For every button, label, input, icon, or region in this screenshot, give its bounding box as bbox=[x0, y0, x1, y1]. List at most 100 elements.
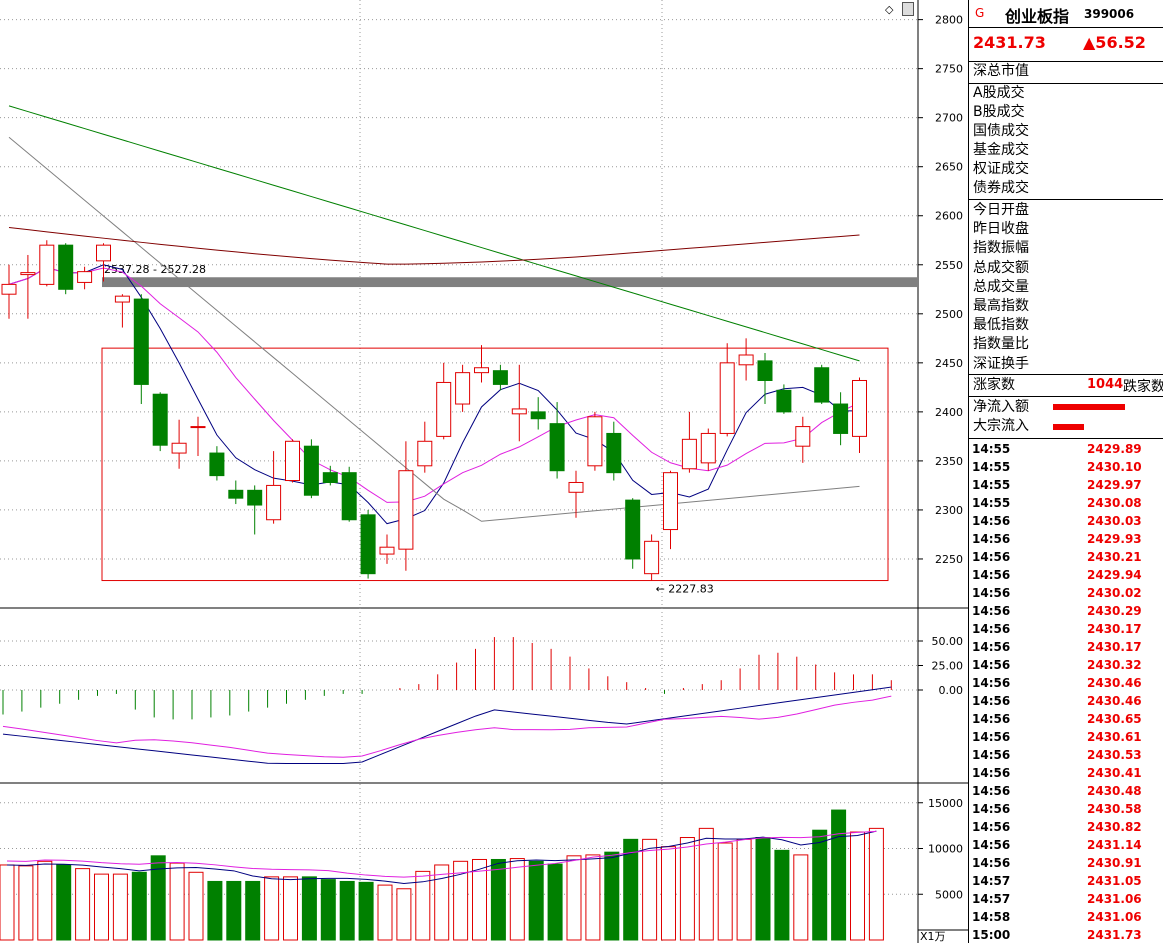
tick-price: 2430.65 bbox=[1087, 712, 1142, 726]
candle-body bbox=[398, 470, 414, 550]
tick-price: 2430.41 bbox=[1087, 766, 1142, 780]
candle-body bbox=[360, 514, 376, 575]
tick-row: 14:56 2430.21 bbox=[969, 548, 1163, 566]
tick-price: 2430.46 bbox=[1087, 676, 1142, 690]
candle-body bbox=[606, 432, 622, 474]
volume-bar bbox=[264, 876, 280, 941]
ma5-line bbox=[8, 264, 860, 525]
candle-body bbox=[322, 472, 338, 483]
tick-row: 14:56 2430.61 bbox=[969, 728, 1163, 746]
candle-body bbox=[247, 489, 263, 506]
tick-row: 14:56 2429.94 bbox=[969, 566, 1163, 584]
fall-count-label: 跌家数 bbox=[1123, 379, 1163, 395]
candle-body bbox=[171, 442, 187, 454]
tick-time: 14:56 bbox=[972, 568, 1011, 582]
volume-bar bbox=[0, 864, 15, 941]
stat-label-5: 最高指数 bbox=[973, 298, 1029, 314]
tick-row: 14:55 2429.89 bbox=[969, 440, 1163, 458]
volume-bar bbox=[831, 809, 847, 941]
tick-row: 14:56 2430.32 bbox=[969, 656, 1163, 674]
rise-count-value: 1044 bbox=[1087, 377, 1124, 392]
tick-row: 14:56 2430.17 bbox=[969, 620, 1163, 638]
stat-label-1: 昨日收盘 bbox=[973, 221, 1029, 238]
tick-row: 14:56 2430.48 bbox=[969, 782, 1163, 800]
turnover-label-1: B股成交 bbox=[973, 104, 1025, 120]
volume-bar bbox=[320, 879, 336, 941]
kline-chart[interactable]: 2250 2300 2350 2400 2450 2500 2550 2600 2650 2700… bbox=[0, 0, 968, 943]
candle-body bbox=[133, 298, 149, 385]
tick-price: 2430.02 bbox=[1087, 586, 1142, 600]
tick-time: 14:56 bbox=[972, 514, 1011, 528]
volume-bar bbox=[339, 880, 355, 941]
tick-row: 14:57 2431.06 bbox=[969, 890, 1163, 908]
volume-unit-label: X1万 bbox=[920, 930, 946, 943]
macd-tick-label: 0.00 bbox=[939, 684, 964, 697]
volume-bar bbox=[169, 862, 185, 941]
candle-body bbox=[852, 379, 867, 437]
price-tick-label: 2700 bbox=[935, 112, 963, 125]
candle-body bbox=[341, 472, 357, 521]
tick-price: 2430.03 bbox=[1087, 514, 1142, 528]
tick-time: 14:56 bbox=[972, 532, 1011, 546]
volume-bar bbox=[509, 858, 525, 941]
volume-bar bbox=[131, 871, 147, 941]
tick-time: 14:56 bbox=[972, 784, 1011, 798]
candle-body bbox=[266, 484, 282, 521]
price-tick-label: 2550 bbox=[935, 259, 963, 272]
volume-bar bbox=[75, 868, 91, 941]
volume-ma5-line bbox=[6, 830, 877, 884]
tick-price: 2430.21 bbox=[1087, 550, 1142, 564]
tick-price: 2431.73 bbox=[1087, 928, 1142, 942]
tick-price: 2430.17 bbox=[1087, 640, 1142, 654]
net-inflow-label: 净流入额 bbox=[973, 399, 1029, 415]
tick-row: 14:56 2430.02 bbox=[969, 584, 1163, 602]
block-inflow-bar bbox=[1053, 424, 1084, 430]
price-tick-label: 2300 bbox=[935, 504, 963, 517]
tick-row: 14:56 2430.29 bbox=[969, 602, 1163, 620]
volume-bar bbox=[472, 858, 487, 941]
turnover-label-5: 债券成交 bbox=[973, 180, 1029, 196]
volume-bar bbox=[56, 864, 72, 941]
candle-body bbox=[1, 283, 17, 295]
volume-bar bbox=[528, 860, 544, 941]
candle-body bbox=[625, 499, 641, 560]
tick-row: 14:56 2430.03 bbox=[969, 512, 1163, 530]
volume-bar bbox=[94, 873, 109, 941]
candle-body bbox=[152, 393, 168, 446]
candle-body bbox=[417, 440, 433, 467]
diamond-icon[interactable]: ◇ bbox=[885, 3, 894, 16]
candle-body bbox=[568, 481, 584, 493]
net-inflow-bar bbox=[1053, 404, 1125, 410]
tick-price: 2430.32 bbox=[1087, 658, 1142, 672]
candle-body bbox=[833, 403, 849, 434]
candle-body bbox=[700, 432, 716, 464]
volume-bar bbox=[868, 827, 884, 941]
volume-bar bbox=[812, 829, 828, 941]
volume-bar bbox=[112, 873, 128, 941]
tick-row: 14:56 2430.46 bbox=[969, 674, 1163, 692]
tick-time: 14:56 bbox=[972, 748, 1011, 762]
candle-body bbox=[776, 389, 792, 413]
tick-row: 14:56 2430.58 bbox=[969, 800, 1163, 818]
stat-label-2: 指数振幅 bbox=[973, 240, 1029, 257]
stat-label-4: 总成交量 bbox=[973, 278, 1029, 295]
volume-bar bbox=[642, 838, 658, 941]
candle-body bbox=[474, 367, 489, 374]
panel-toggle-icon[interactable] bbox=[902, 2, 914, 16]
candle-body bbox=[58, 244, 74, 290]
tick-time: 14:56 bbox=[972, 658, 1011, 672]
candle-body bbox=[738, 354, 754, 366]
tick-row: 14:56 2430.53 bbox=[969, 746, 1163, 764]
volume-bar bbox=[585, 854, 601, 941]
tick-price: 2431.05 bbox=[1087, 874, 1142, 888]
tick-price: 2429.93 bbox=[1087, 532, 1142, 546]
tick-time: 14:56 bbox=[972, 820, 1011, 834]
tick-price: 2429.97 bbox=[1087, 478, 1142, 492]
tick-time: 15:00 bbox=[972, 928, 1011, 942]
volume-bar bbox=[453, 860, 469, 941]
stat-label-0: 今日开盘 bbox=[973, 202, 1029, 218]
candle-body bbox=[511, 408, 527, 415]
tick-price: 2430.48 bbox=[1087, 784, 1142, 798]
tick-row: 14:56 2429.93 bbox=[969, 530, 1163, 548]
candle-body bbox=[663, 472, 678, 531]
